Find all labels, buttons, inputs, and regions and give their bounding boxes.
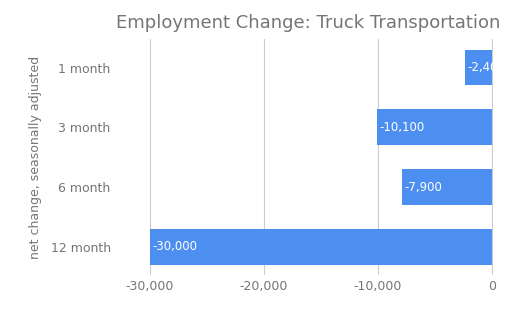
Bar xyxy=(377,110,492,145)
Bar xyxy=(402,169,492,205)
Y-axis label: net change, seasonally adjusted: net change, seasonally adjusted xyxy=(29,56,42,259)
Text: Employment Change: Truck Transportation: Employment Change: Truck Transportation xyxy=(116,14,500,32)
Text: -2,400: -2,400 xyxy=(467,61,505,74)
Bar xyxy=(465,50,492,86)
Text: -30,000: -30,000 xyxy=(152,240,197,253)
Bar xyxy=(150,229,492,265)
Text: -10,100: -10,100 xyxy=(379,121,424,134)
Text: -7,900: -7,900 xyxy=(404,180,442,193)
